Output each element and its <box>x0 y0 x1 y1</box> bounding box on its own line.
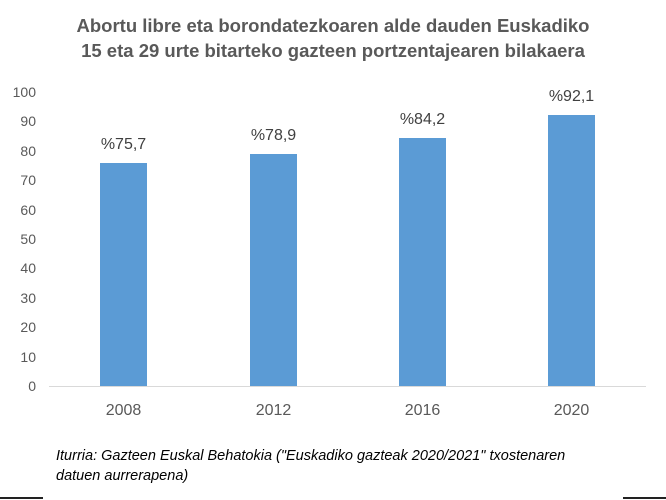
chart-title-line-1: Abortu libre eta borondatezkoaren alde d… <box>76 15 590 36</box>
source-note: Iturria: Gazteen Euskal Behatokia ("Eusk… <box>56 446 616 486</box>
corner-mark-left <box>0 497 43 499</box>
y-tick-label: 40 <box>20 260 36 277</box>
bar-2020 <box>548 115 595 386</box>
y-tick-label: 50 <box>20 231 36 247</box>
chart-title-line-2: 15 eta 29 urte bitarteko gazteen portzen… <box>81 40 585 61</box>
chart-title: Abortu libre eta borondatezkoaren alde d… <box>0 13 666 63</box>
corner-mark-right <box>623 497 666 499</box>
y-tick-label: 70 <box>20 172 36 189</box>
data-label: %92,1 <box>548 88 595 106</box>
source-note-line-1: Iturria: Gazteen Euskal Behatokia ("Eusk… <box>56 448 566 464</box>
x-tick-label: 2020 <box>553 402 590 419</box>
y-tick-label: 10 <box>20 348 36 365</box>
x-axis-line <box>49 386 646 387</box>
x-tick-label: 2012 <box>255 402 292 419</box>
bar-2016 <box>399 138 446 386</box>
y-tick-label: 60 <box>20 201 36 218</box>
y-tick-label: 30 <box>20 289 36 306</box>
bar-2008 <box>100 163 147 386</box>
y-tick-label: 90 <box>20 113 36 130</box>
y-tick-label: 20 <box>20 319 36 336</box>
y-tick-label: 0 <box>28 378 36 394</box>
bar-2012 <box>250 154 297 386</box>
x-tick-label: 2016 <box>404 402 441 419</box>
y-tick-label: 100 <box>12 84 36 100</box>
data-label: %84,2 <box>399 111 446 129</box>
data-label: %78,9 <box>250 127 297 145</box>
source-note-line-2: datuen aurrerapena) <box>56 468 189 484</box>
y-tick-label: 80 <box>20 142 36 159</box>
x-tick-label: 2008 <box>105 402 142 419</box>
data-label: %75,7 <box>100 136 147 154</box>
